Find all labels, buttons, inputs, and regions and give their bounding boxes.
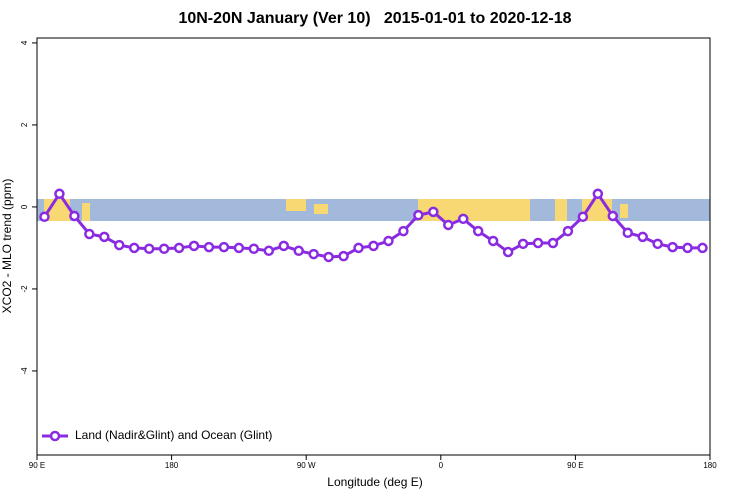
y-tick-label: -2	[20, 285, 29, 293]
x-tick-label: 90 E	[29, 461, 45, 470]
x-tick-label: 90 W	[297, 461, 316, 470]
data-point	[502, 246, 514, 258]
data-point	[203, 241, 215, 253]
plot-frame	[36, 37, 711, 456]
x-tick-label: 180	[703, 461, 717, 470]
data-point	[517, 238, 529, 250]
data-point	[173, 242, 185, 254]
data-point	[128, 242, 140, 254]
map-strip	[37, 199, 710, 221]
data-point	[338, 250, 349, 262]
data-point	[158, 243, 170, 255]
land-band	[620, 204, 628, 218]
data-point	[114, 239, 125, 251]
land-band	[44, 199, 70, 221]
chart-title: 10N-20N January (Ver 10) 2015-01-01 to 2…	[178, 10, 571, 27]
data-point	[607, 210, 619, 222]
data-point	[143, 243, 155, 255]
data-point	[218, 241, 230, 253]
data-point	[682, 242, 693, 254]
y-axis-label: XCO2 - MLO trend (ppm)	[0, 179, 14, 314]
data-point	[428, 206, 439, 218]
data-point	[188, 240, 200, 252]
y-tick-label: 2	[20, 122, 29, 127]
data-point	[84, 228, 95, 240]
land-band	[314, 204, 328, 214]
data-point	[637, 231, 648, 243]
land-band	[82, 203, 90, 221]
data-point	[413, 209, 424, 221]
data-point	[532, 237, 544, 249]
data-point	[398, 225, 409, 237]
land-band	[555, 199, 567, 221]
data-point	[368, 240, 379, 252]
data-point	[233, 242, 245, 254]
data-point	[263, 245, 275, 257]
data-point	[353, 242, 364, 254]
data-point	[308, 248, 319, 260]
data-point	[592, 188, 604, 200]
x-axis-label: Longitude (deg E)	[327, 475, 422, 489]
x-tick-label: 90 E	[567, 461, 583, 470]
data-point	[577, 211, 589, 223]
data-point	[293, 245, 304, 257]
data-point	[472, 225, 484, 237]
x-tick-label: 180	[165, 461, 179, 470]
data-point	[323, 251, 334, 263]
land-band	[418, 199, 530, 221]
y-tick-label: -4	[20, 367, 29, 375]
data-point	[697, 242, 708, 254]
data-point	[667, 241, 678, 253]
ocean-band	[37, 199, 710, 221]
data-point	[622, 227, 633, 239]
legend-label: Land (Nadir&Glint) and Ocean (Glint)	[75, 428, 272, 442]
data-point	[383, 235, 394, 247]
data-point	[443, 219, 454, 231]
data-point	[562, 225, 574, 237]
data-point	[278, 240, 290, 252]
data-point	[457, 213, 469, 225]
data-point	[652, 238, 663, 250]
data-point	[99, 231, 110, 243]
legend-marker	[49, 430, 61, 442]
data-point	[487, 235, 499, 247]
y-tick-label: 4	[20, 40, 29, 45]
data-point	[547, 237, 559, 249]
data-point	[54, 188, 65, 200]
data-point	[69, 210, 80, 222]
data-point	[39, 211, 50, 223]
x-tick-label: 0	[439, 461, 444, 470]
data-point	[248, 243, 260, 255]
y-tick-label: 0	[20, 204, 29, 209]
land-band	[286, 199, 306, 211]
